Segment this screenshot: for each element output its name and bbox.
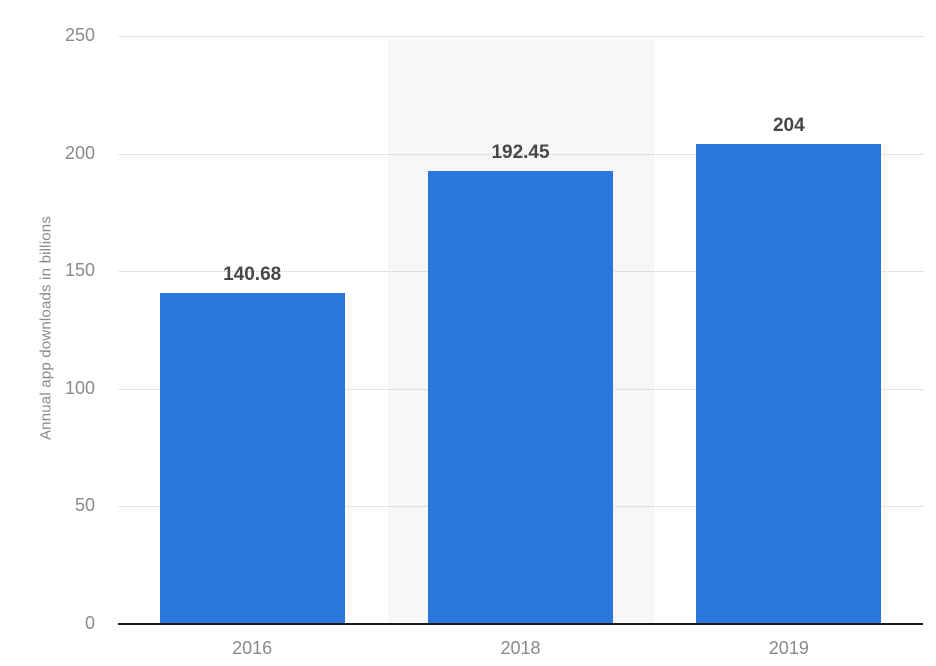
- value-label-2018: 192.45: [491, 142, 550, 164]
- y-tick-label-100: 100: [64, 378, 95, 398]
- value-label-2019: 204: [772, 115, 805, 137]
- bar-2019[interactable]: [696, 144, 882, 623]
- gridline-200: [118, 154, 923, 155]
- y-tick-label-0: 0: [84, 613, 95, 633]
- bar-2016[interactable]: [159, 293, 345, 623]
- y-axis-title: Annual app downloads in billions: [37, 215, 55, 441]
- y-tick-label-200: 200: [64, 143, 95, 163]
- y-tick-label-150: 150: [64, 260, 95, 280]
- x-axis-label-2019: 2019: [768, 638, 809, 658]
- gridline-250: [118, 36, 923, 37]
- y-tick-label-50: 50: [74, 495, 95, 515]
- x-axis-line: [118, 623, 923, 625]
- value-label-2016: 140.68: [223, 264, 282, 286]
- x-axis-label-2018: 2018: [500, 638, 541, 658]
- x-axis-label-2016: 2016: [232, 638, 273, 658]
- bar-2018[interactable]: [428, 171, 613, 623]
- y-tick-label-250: 250: [64, 25, 95, 45]
